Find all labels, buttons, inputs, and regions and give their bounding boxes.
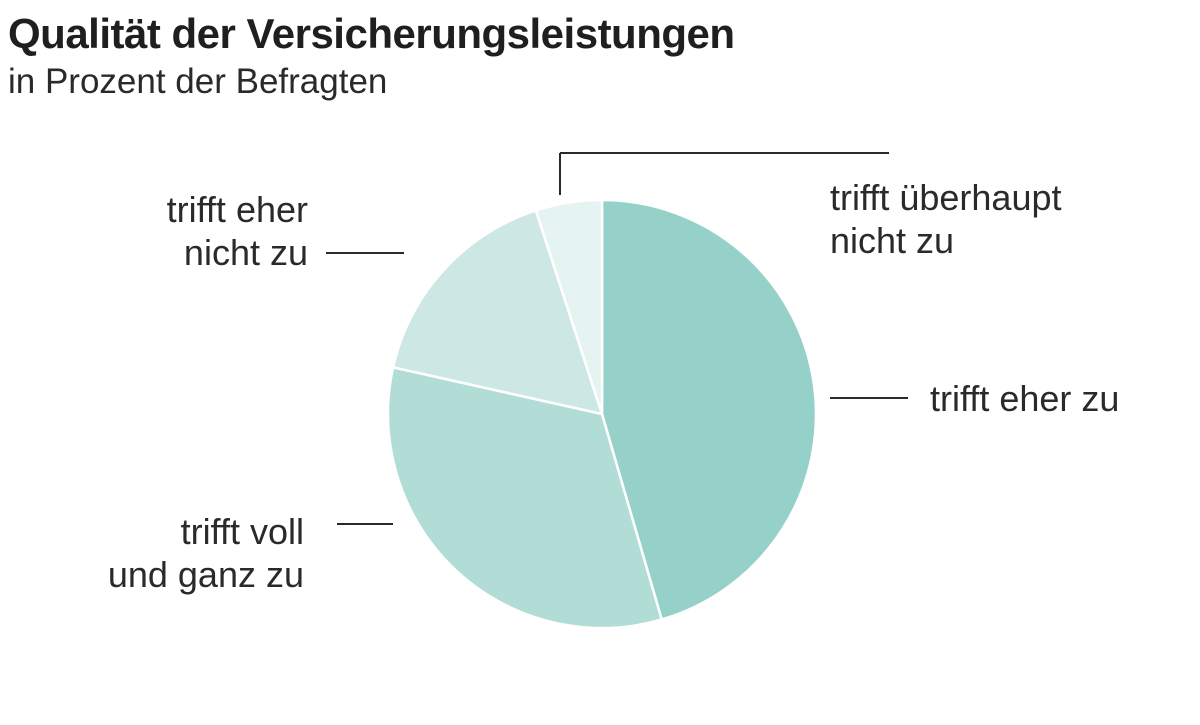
slice-label-line: und ganz zu xyxy=(108,554,304,595)
slice-label-trifft-voll-und-ganz-zu: trifft voll und ganz zu xyxy=(108,511,304,595)
slice-label-line: nicht zu xyxy=(184,232,308,273)
chart-subtitle: in Prozent der Befragten xyxy=(8,62,388,101)
pie-slices xyxy=(386,198,818,630)
slice-label-line: trifft überhaupt xyxy=(830,177,1062,218)
pie-slice-trifft-eher-nicht-zu xyxy=(391,209,604,416)
slice-label-trifft-eher-zu: trifft eher zu xyxy=(930,378,1119,419)
pie-slice-trifft-eher-zu xyxy=(600,198,818,621)
pie-slice-trifft-voll-und-ganz-zu xyxy=(386,366,663,630)
slice-label-line: trifft eher xyxy=(167,189,308,230)
leader-lines xyxy=(326,152,908,525)
slice-label-line: trifft eher zu xyxy=(930,378,1119,419)
slice-label-line: nicht zu xyxy=(830,220,954,261)
slice-label-trifft-ueberhaupt-nicht-zu: trifft überhaupt nicht zu xyxy=(830,177,1062,261)
slice-label-line: trifft voll xyxy=(181,511,304,552)
pie-slice-trifft-ueberhaupt-nicht-zu xyxy=(534,198,604,416)
chart-title: Qualität der Versicherungsleistungen xyxy=(8,10,735,57)
slice-label-trifft-eher-nicht-zu: trifft eher nicht zu xyxy=(167,189,308,273)
